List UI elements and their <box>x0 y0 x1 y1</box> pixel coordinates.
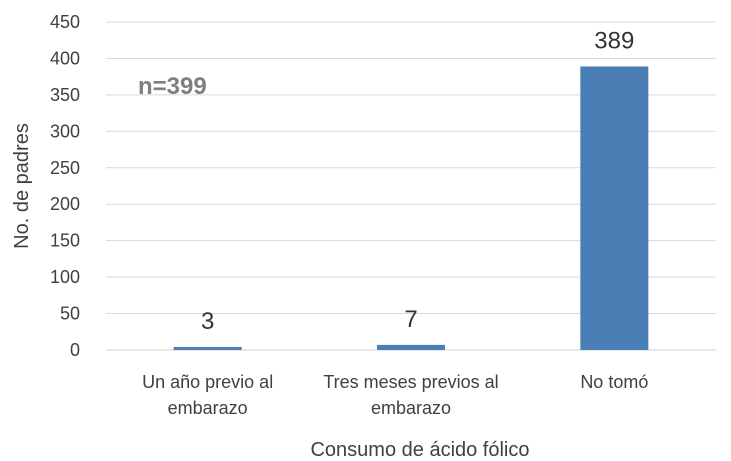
bar <box>377 344 445 350</box>
y-axis-title: No. de padres <box>11 123 33 249</box>
y-tick-label: 350 <box>50 85 80 105</box>
y-tick-label: 200 <box>50 194 80 214</box>
data-label: 389 <box>594 27 634 54</box>
bar <box>173 347 242 350</box>
x-category-label: Un año previo al embarazo <box>142 372 273 418</box>
data-label: 3 <box>201 308 214 335</box>
y-tick-label: 150 <box>50 231 80 251</box>
gridlines <box>106 21 716 351</box>
x-axis-categories: Un año previo al embarazo Tres meses previ… <box>142 372 648 418</box>
x-axis-title: Consumo de ácido fólico <box>310 439 529 461</box>
y-tick-label: 0 <box>70 340 80 360</box>
y-tick-label: 300 <box>50 121 80 141</box>
y-tick-label: 250 <box>50 158 80 178</box>
y-tick-label: 100 <box>50 267 80 287</box>
bar <box>580 66 649 350</box>
data-label: 7 <box>404 306 417 333</box>
x-category-label: Tres meses previos al embarazo <box>323 372 498 418</box>
sample-size-annotation: n=399 <box>138 73 207 100</box>
data-labels: 3 7 389 <box>201 27 634 335</box>
bars <box>173 66 649 350</box>
y-tick-label: 400 <box>50 48 80 68</box>
x-category-label: No tomó <box>580 372 648 392</box>
y-tick-label: 50 <box>60 304 80 324</box>
y-axis-ticks: 0 50 100 150 200 250 300 350 400 450 <box>50 12 80 360</box>
y-tick-label: 450 <box>50 12 80 32</box>
